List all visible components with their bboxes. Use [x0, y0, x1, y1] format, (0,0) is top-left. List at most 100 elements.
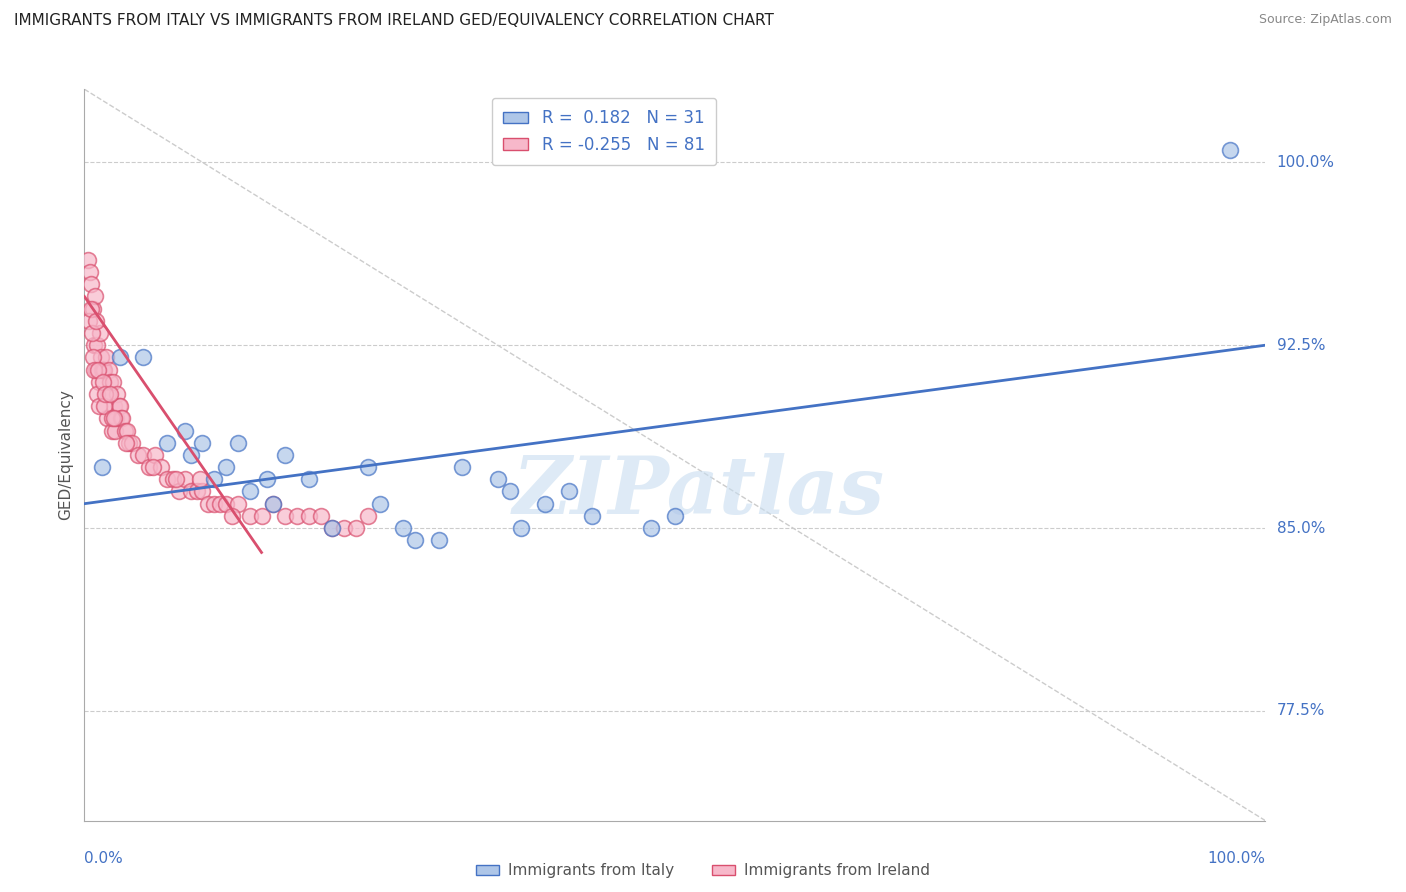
Legend: R =  0.182   N = 31, R = -0.255   N = 81: R = 0.182 N = 31, R = -0.255 N = 81	[492, 97, 716, 165]
Point	[321, 521, 343, 535]
Point	[202, 497, 225, 511]
Point	[180, 484, 202, 499]
Text: IMMIGRANTS FROM ITALY VS IMMIGRANTS FROM IRELAND GED/EQUIVALENCY CORRELATION CHA: IMMIGRANTS FROM ITALY VS IMMIGRANTS FROM…	[14, 13, 773, 29]
Point	[451, 460, 474, 475]
Point	[83, 338, 105, 352]
Point	[534, 497, 557, 511]
Point	[427, 533, 450, 548]
Point	[166, 472, 188, 486]
Point	[197, 497, 219, 511]
Point	[84, 314, 107, 328]
Point	[156, 435, 179, 450]
Point	[96, 411, 118, 425]
Point	[91, 362, 114, 376]
Point	[557, 484, 579, 499]
Text: 0.0%: 0.0%	[84, 851, 124, 866]
Point	[98, 362, 121, 376]
Point	[138, 460, 160, 475]
Point	[298, 508, 321, 523]
Point	[127, 448, 149, 462]
Point	[250, 508, 273, 523]
Text: 77.5%: 77.5%	[1277, 704, 1324, 718]
Point	[77, 252, 100, 267]
Point	[262, 497, 284, 511]
Point	[104, 424, 127, 438]
Point	[111, 411, 134, 425]
Point	[90, 351, 112, 365]
Point	[239, 508, 262, 523]
Point	[256, 472, 278, 486]
Point	[209, 497, 232, 511]
Point	[93, 399, 115, 413]
Point	[226, 497, 249, 511]
Point	[640, 521, 662, 535]
Point	[143, 448, 166, 462]
Point	[173, 472, 195, 486]
Point	[87, 362, 110, 376]
Point	[97, 387, 120, 401]
Point	[80, 326, 103, 340]
Point	[93, 362, 115, 376]
Point	[87, 399, 111, 413]
Point	[221, 508, 243, 523]
Point	[84, 362, 107, 376]
Point	[91, 375, 114, 389]
Point	[115, 424, 138, 438]
Y-axis label: GED/Equivalency: GED/Equivalency	[58, 390, 73, 520]
Point	[77, 314, 100, 328]
Point	[82, 301, 104, 316]
Point	[101, 375, 124, 389]
Point	[80, 301, 103, 316]
Point	[100, 424, 122, 438]
Point	[89, 326, 111, 340]
Point	[191, 435, 214, 450]
Legend: Immigrants from Italy, Immigrants from Ireland: Immigrants from Italy, Immigrants from I…	[470, 857, 936, 884]
Point	[132, 351, 155, 365]
Point	[215, 460, 238, 475]
Point	[121, 435, 143, 450]
Point	[118, 435, 141, 450]
Point	[285, 508, 308, 523]
Point	[103, 411, 125, 425]
Point	[173, 424, 195, 438]
Point	[150, 460, 173, 475]
Text: 100.0%: 100.0%	[1208, 851, 1265, 866]
Point	[110, 411, 132, 425]
Text: 92.5%: 92.5%	[1277, 338, 1324, 352]
Point	[664, 508, 686, 523]
Point	[239, 484, 262, 499]
Point	[91, 362, 114, 376]
Point	[368, 497, 391, 511]
Text: 85.0%: 85.0%	[1277, 521, 1324, 535]
Point	[108, 351, 131, 365]
Point	[87, 375, 110, 389]
Point	[357, 460, 380, 475]
Point	[94, 351, 117, 365]
Point	[86, 338, 108, 352]
Point	[101, 411, 124, 425]
Point	[167, 484, 190, 499]
Point	[107, 387, 129, 401]
Point	[357, 508, 380, 523]
Point	[156, 472, 179, 486]
Text: ZIPatlas: ZIPatlas	[512, 453, 884, 530]
Point	[309, 508, 332, 523]
Point	[344, 521, 367, 535]
Point	[79, 265, 101, 279]
Point	[142, 460, 165, 475]
Point	[226, 435, 249, 450]
Point	[91, 460, 114, 475]
Text: Source: ZipAtlas.com: Source: ZipAtlas.com	[1258, 13, 1392, 27]
Point	[392, 521, 415, 535]
Point	[186, 484, 208, 499]
Point	[191, 484, 214, 499]
Point	[114, 424, 136, 438]
Point	[162, 472, 184, 486]
Point	[98, 387, 121, 401]
Point	[105, 411, 128, 425]
Point	[274, 448, 297, 462]
Point	[298, 472, 321, 486]
Point	[581, 508, 603, 523]
Point	[498, 484, 520, 499]
Text: 100.0%: 100.0%	[1277, 155, 1334, 169]
